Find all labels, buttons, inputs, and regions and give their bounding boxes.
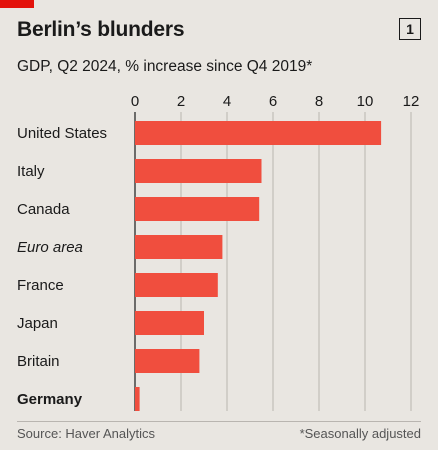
source-text: Source: Haver Analytics: [17, 426, 156, 441]
category-label: France: [17, 277, 64, 294]
category-label: Britain: [17, 353, 60, 370]
x-tick-label: 6: [269, 93, 277, 110]
bar-japan: [135, 311, 204, 335]
category-label: United States: [17, 125, 107, 142]
category-label: Japan: [17, 315, 58, 332]
x-tick-label: 0: [131, 93, 139, 110]
bar-britain: [135, 349, 200, 373]
x-tick-label: 4: [223, 93, 231, 110]
category-label: Euro area: [17, 239, 83, 256]
category-label: Germany: [17, 391, 83, 408]
x-tick-label: 2: [177, 93, 185, 110]
bar-canada: [135, 197, 260, 221]
chart-number-badge: 1: [399, 18, 421, 40]
bar-euro-area: [135, 235, 223, 259]
footnote-text: *Seasonally adjusted: [299, 426, 421, 441]
bar-germany: [135, 387, 140, 411]
bar-united-states: [135, 121, 382, 145]
x-tick-label: 10: [357, 93, 374, 110]
bar-chart: 0 2 4 6 8 10 12 United States Italy Canada Euro a…: [17, 93, 420, 411]
bar-italy: [135, 159, 262, 183]
footer-divider: [17, 421, 421, 422]
category-label: Italy: [17, 163, 45, 180]
x-tick-label: 8: [315, 93, 323, 110]
chart-title: Berlin’s blunders: [17, 18, 185, 41]
x-tick-label: 12: [403, 93, 420, 110]
brand-tag: [0, 0, 34, 8]
category-label: Canada: [17, 201, 70, 218]
chart-subtitle: GDP, Q2 2024, % increase since Q4 2019*: [17, 58, 313, 75]
bar-france: [135, 273, 218, 297]
